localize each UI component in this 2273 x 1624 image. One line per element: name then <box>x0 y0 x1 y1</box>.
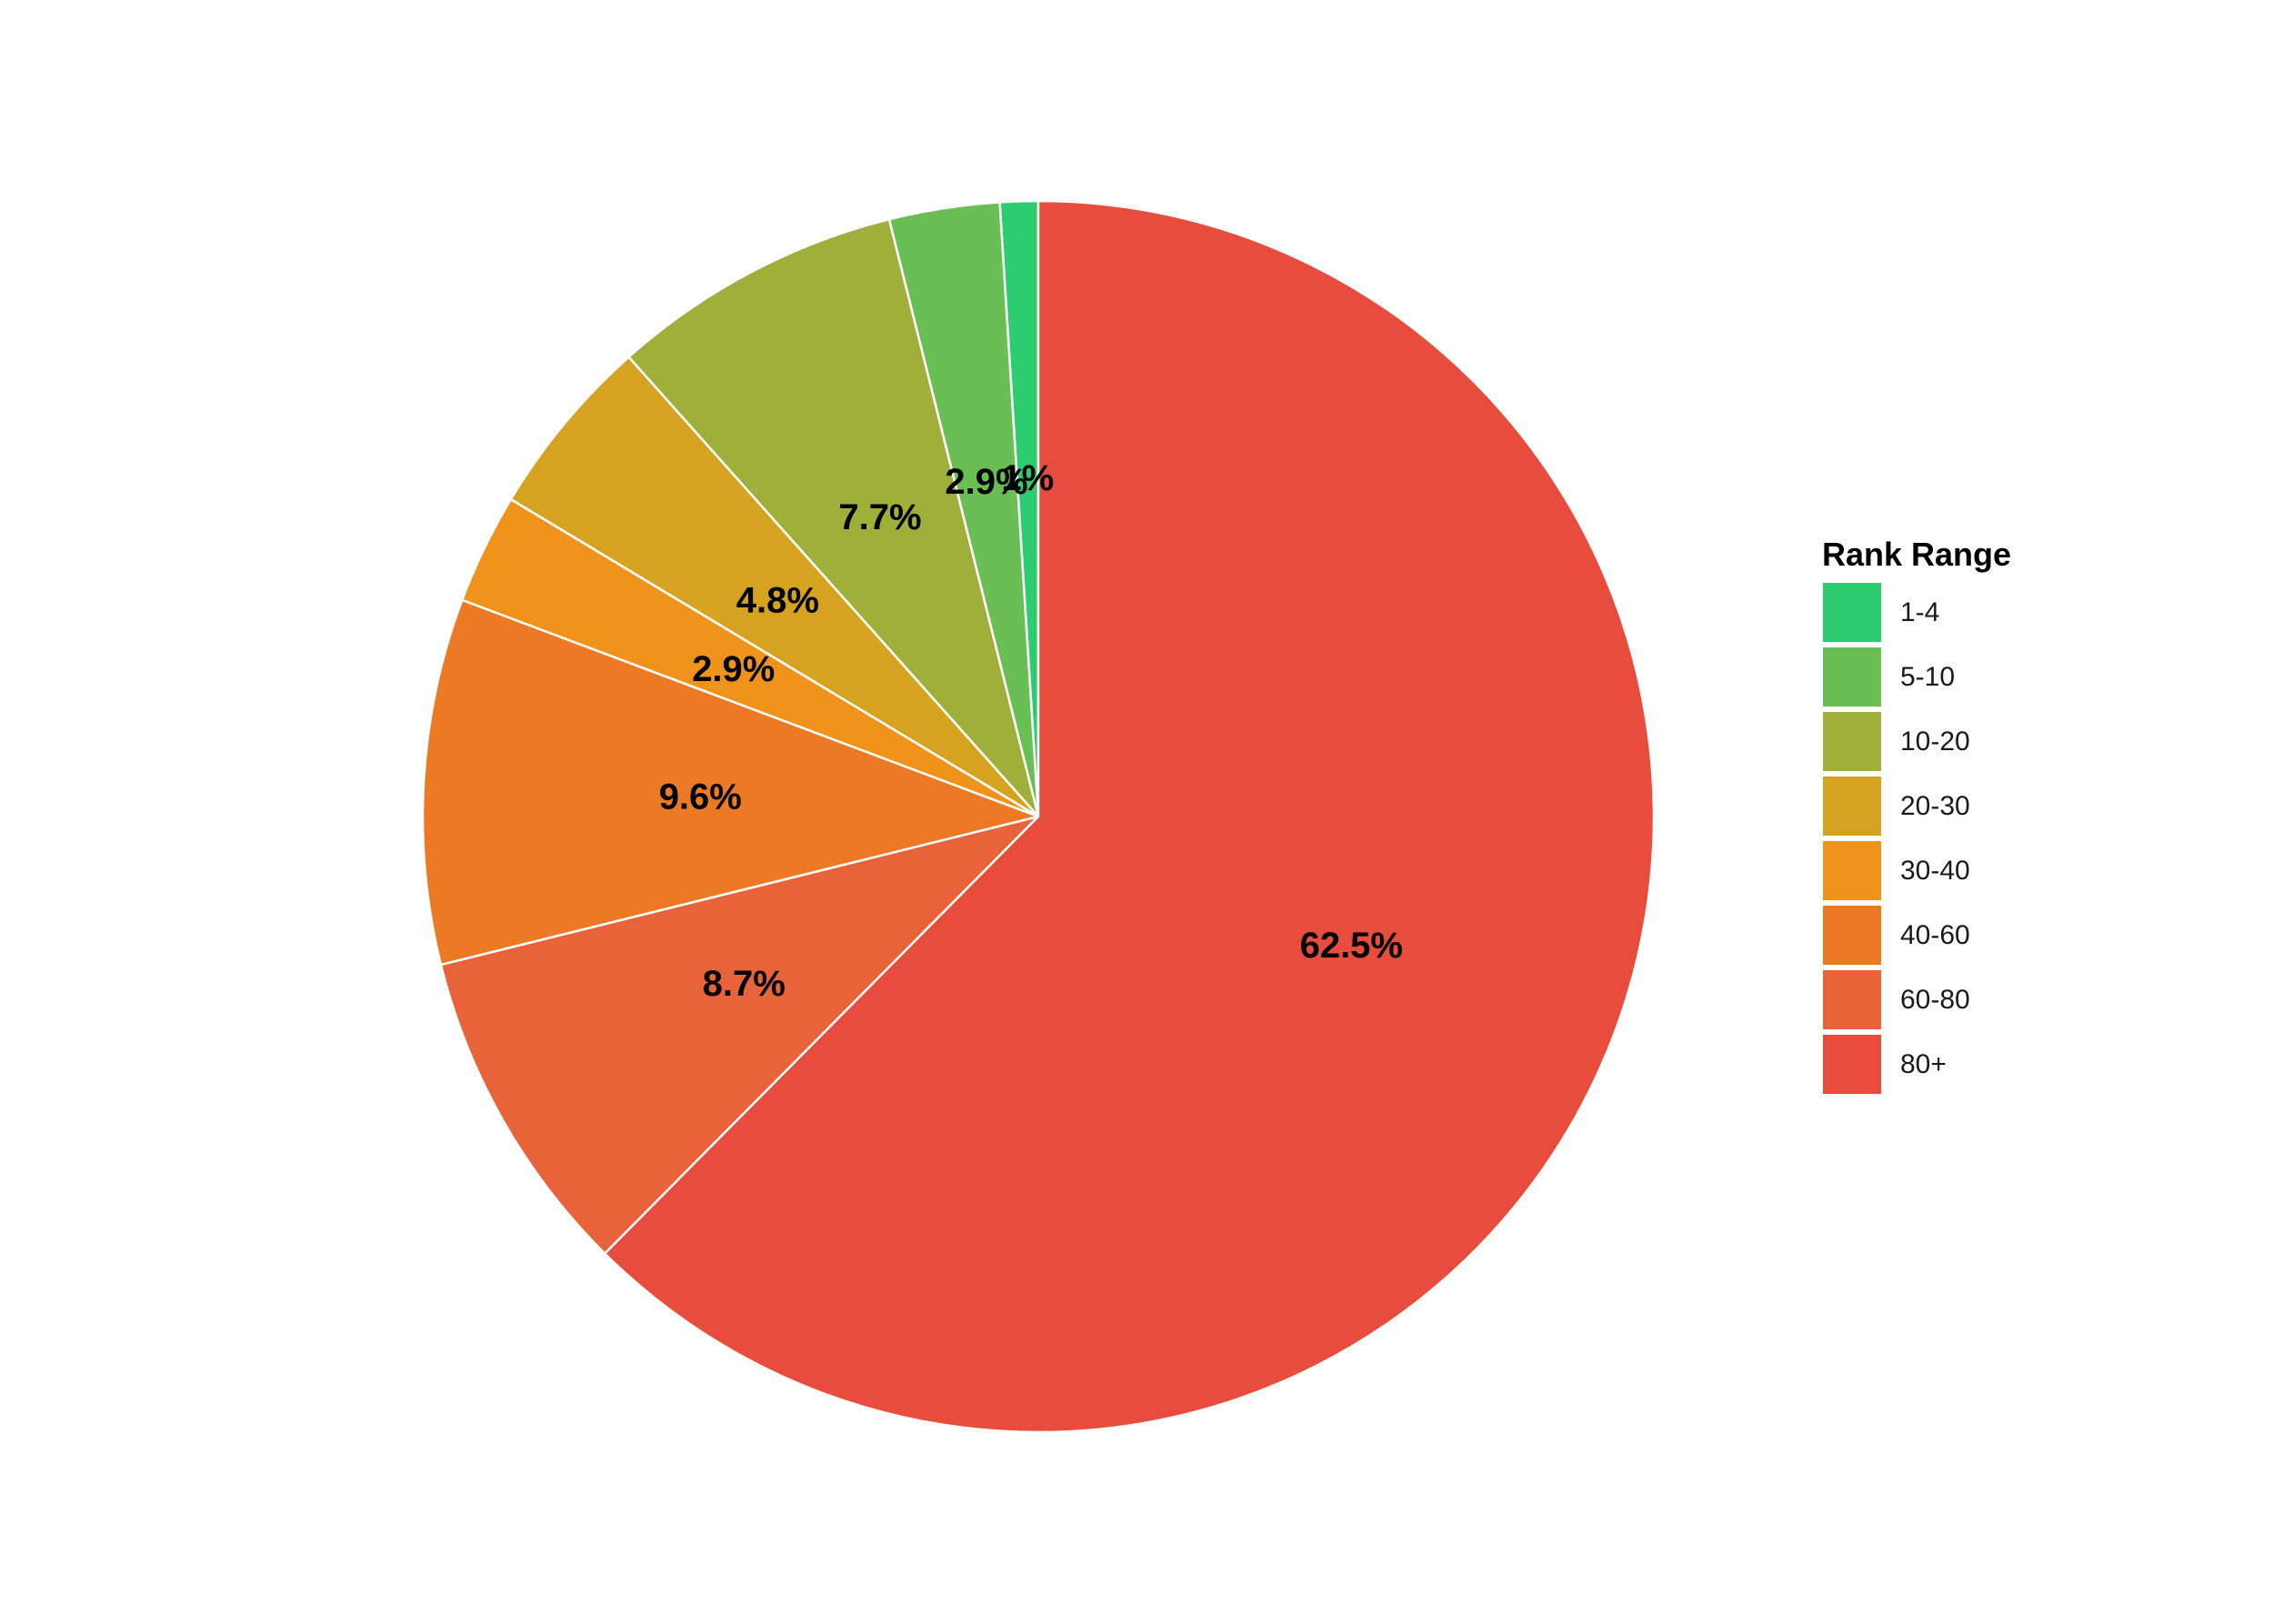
pie-slice-80+ <box>603 199 1656 1434</box>
pie-slice-10-20 <box>627 217 1040 818</box>
slice-label-40-60: 9.6% <box>659 777 742 817</box>
legend-label-20-30: 20-30 <box>1900 791 1970 821</box>
slice-label-5-10: 2.9% <box>945 462 1027 502</box>
slice-label-30-40: 2.9% <box>692 649 775 689</box>
pie-slice-60-80 <box>439 815 1040 1255</box>
slice-label-1-4: 1% <box>1001 458 1054 498</box>
slice-label-20-30: 4.8% <box>736 580 819 620</box>
slice-label-60-80: 8.7% <box>703 964 786 1004</box>
legend-key-30-40 <box>1821 839 1883 902</box>
legend-label-40-60: 40-60 <box>1900 920 1970 950</box>
legend-label-30-40: 30-40 <box>1900 856 1970 886</box>
slice-label-10-20: 7.7% <box>838 497 921 537</box>
legend-key-1-4 <box>1821 581 1883 644</box>
legend-label-5-10: 5-10 <box>1900 662 1955 692</box>
slice-label-80+: 62.5% <box>1300 926 1403 966</box>
legend-label-10-20: 10-20 <box>1900 727 1970 757</box>
legend: Rank Range 1-4 5-10 10-20 20-30 30-40 40-60 60… <box>1821 536 2011 1096</box>
legend-title: Rank Range <box>1822 536 2011 573</box>
legend-key-60-80 <box>1821 968 1883 1031</box>
legend-label-60-80: 60-80 <box>1900 985 1970 1015</box>
legend-key-80+ <box>1821 1033 1883 1096</box>
legend-key-40-60 <box>1821 904 1883 967</box>
legend-label-80+: 80+ <box>1900 1049 1947 1079</box>
legend-key-5-10 <box>1821 646 1883 708</box>
legend-label-1-4: 1-4 <box>1900 597 1939 627</box>
legend-key-10-20 <box>1821 710 1883 773</box>
legend-key-20-30 <box>1821 775 1883 837</box>
pie-slices <box>421 199 1656 1434</box>
pie-slice-20-30 <box>509 356 1040 818</box>
slice-labels: 1%2.9%7.7%4.8%2.9%9.6%8.7%62.5% <box>659 458 1403 1004</box>
pie-slice-40-60 <box>421 598 1040 967</box>
